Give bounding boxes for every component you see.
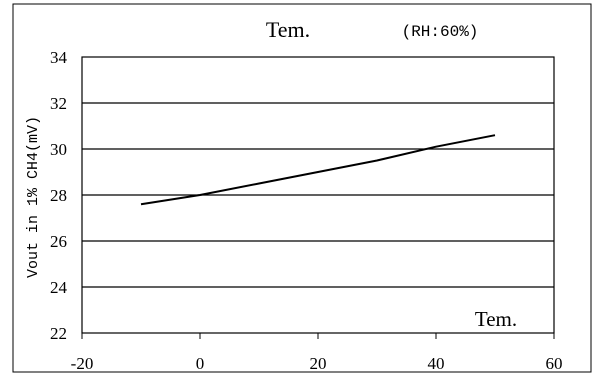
chart-title: Tem. [266,17,310,42]
y-tick-label: 32 [50,94,67,113]
chart-subtitle: (RH:60%) [402,23,479,41]
series-lines [140,134,496,206]
y-tick-label: 34 [50,48,68,67]
chart-frame [12,3,592,373]
x-tick-label: 20 [310,354,327,373]
y-tick-label: 28 [50,186,67,205]
x-tick-label: 40 [428,354,445,373]
x-tick-labels: -20 0 20 40 60 [71,333,563,373]
x-tick-label: 60 [546,354,563,373]
y-axis-label: Vout in 1% CH4(mV) [25,116,42,278]
x-tick-label: -20 [71,354,94,373]
y-tick-label: 24 [50,278,68,297]
x-tick-label: 0 [196,354,205,373]
y-tick-label: 22 [50,324,67,343]
x-axis-label: Tem. [475,307,517,331]
y-tick-label: 30 [50,140,67,159]
y-tick-labels: 22 24 26 28 30 32 34 [50,48,68,343]
y-tick-label: 26 [50,232,67,251]
series-line [140,134,496,206]
gridlines [82,102,554,288]
